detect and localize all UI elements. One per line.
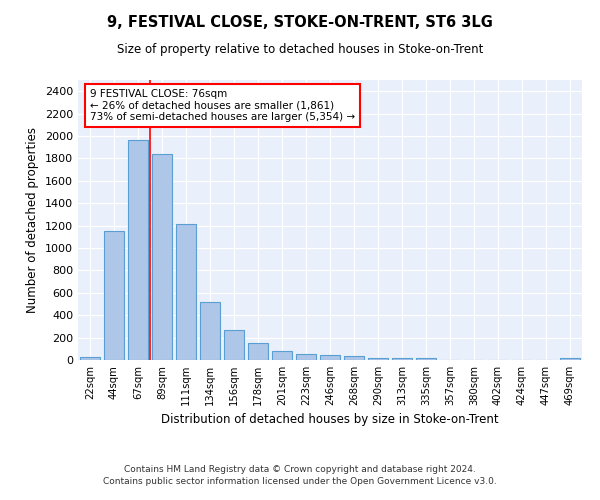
Bar [368,358,388,360]
Bar [104,231,124,360]
Bar [320,355,340,360]
Bar [296,354,316,360]
Bar [248,342,268,360]
Bar [344,356,364,360]
Text: Distribution of detached houses by size in Stoke-on-Trent: Distribution of detached houses by size … [161,412,499,426]
Bar [80,356,100,360]
Text: Contains HM Land Registry data © Crown copyright and database right 2024.: Contains HM Land Registry data © Crown c… [124,465,476,474]
Bar [152,154,172,360]
Bar [200,302,220,360]
Text: Size of property relative to detached houses in Stoke-on-Trent: Size of property relative to detached ho… [117,42,483,56]
Bar [392,358,412,360]
Text: 9, FESTIVAL CLOSE, STOKE-ON-TRENT, ST6 3LG: 9, FESTIVAL CLOSE, STOKE-ON-TRENT, ST6 3… [107,15,493,30]
Text: 9 FESTIVAL CLOSE: 76sqm
← 26% of detached houses are smaller (1,861)
73% of semi: 9 FESTIVAL CLOSE: 76sqm ← 26% of detache… [90,89,355,122]
Bar [560,358,580,360]
Bar [416,358,436,360]
Bar [224,330,244,360]
Y-axis label: Number of detached properties: Number of detached properties [26,127,40,313]
Bar [176,224,196,360]
Bar [272,351,292,360]
Bar [128,140,148,360]
Text: Contains public sector information licensed under the Open Government Licence v3: Contains public sector information licen… [103,478,497,486]
